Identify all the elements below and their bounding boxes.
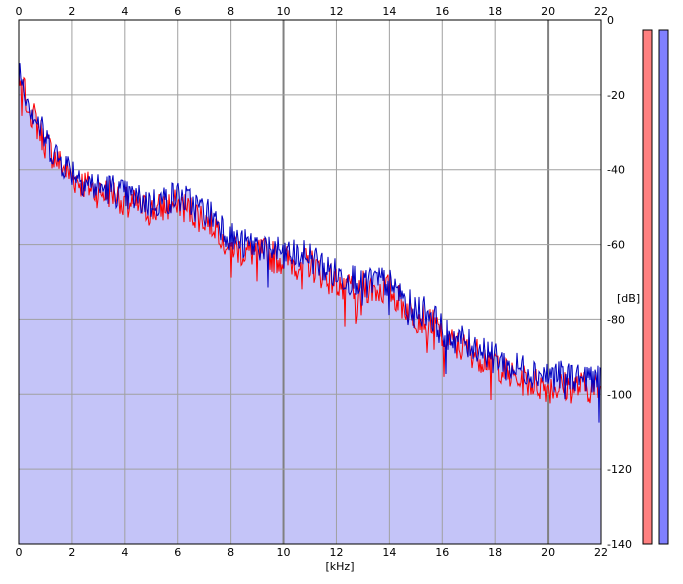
x-tick-label-bottom: 8 (227, 546, 234, 559)
tick-labels: 002244668810101212141416161818202022220-… (16, 5, 632, 559)
y-tick-label: -80 (607, 313, 625, 326)
x-tick-label-top: 22 (594, 5, 608, 18)
x-tick-label-top: 4 (121, 5, 128, 18)
x-tick-label-bottom: 16 (435, 546, 449, 559)
spectrum-fill-area (19, 63, 601, 544)
y-tick-label: -40 (607, 164, 625, 177)
x-tick-label-bottom: 12 (329, 546, 343, 559)
x-tick-label-top: 8 (227, 5, 234, 18)
grid (18, 19, 602, 545)
x-tick-label-top: 12 (329, 5, 343, 18)
x-tick-label-top: 16 (435, 5, 449, 18)
x-tick-label-bottom: 22 (594, 546, 608, 559)
x-tick-label-bottom: 14 (382, 546, 396, 559)
spectrum-series (18, 63, 602, 423)
x-tick-label-bottom: 2 (68, 546, 75, 559)
x-tick-label-top: 18 (488, 5, 502, 18)
x-tick-label-bottom: 20 (541, 546, 555, 559)
spectrum-fill (19, 63, 601, 544)
x-tick-label-bottom: 10 (277, 546, 291, 559)
x-axis-unit-label: [kHz] (326, 560, 355, 573)
x-tick-label-top: 6 (174, 5, 181, 18)
y-axis-unit-label: [dB] (617, 292, 640, 305)
x-tick-label-bottom: 4 (121, 546, 128, 559)
y-tick-label: -120 (607, 463, 632, 476)
x-tick-label-bottom: 6 (174, 546, 181, 559)
y-tick-label: -100 (607, 388, 632, 401)
level-meter-right (658, 29, 669, 545)
y-tick-label: 0 (607, 14, 614, 27)
x-tick-label-bottom: 18 (488, 546, 502, 559)
level-meter-left (642, 29, 653, 545)
y-tick-label: -140 (607, 538, 632, 551)
x-tick-label-top: 2 (68, 5, 75, 18)
y-tick-label: -20 (607, 89, 625, 102)
x-tick-label-top: 20 (541, 5, 555, 18)
level-meters (642, 29, 669, 545)
plot-frame (18, 19, 602, 545)
y-tick-label: -60 (607, 239, 625, 252)
x-tick-label-top: 14 (382, 5, 396, 18)
x-tick-label-top: 0 (16, 5, 23, 18)
x-tick-label-top: 10 (277, 5, 291, 18)
x-tick-label-bottom: 0 (16, 546, 23, 559)
series-blue-line (18, 63, 602, 423)
